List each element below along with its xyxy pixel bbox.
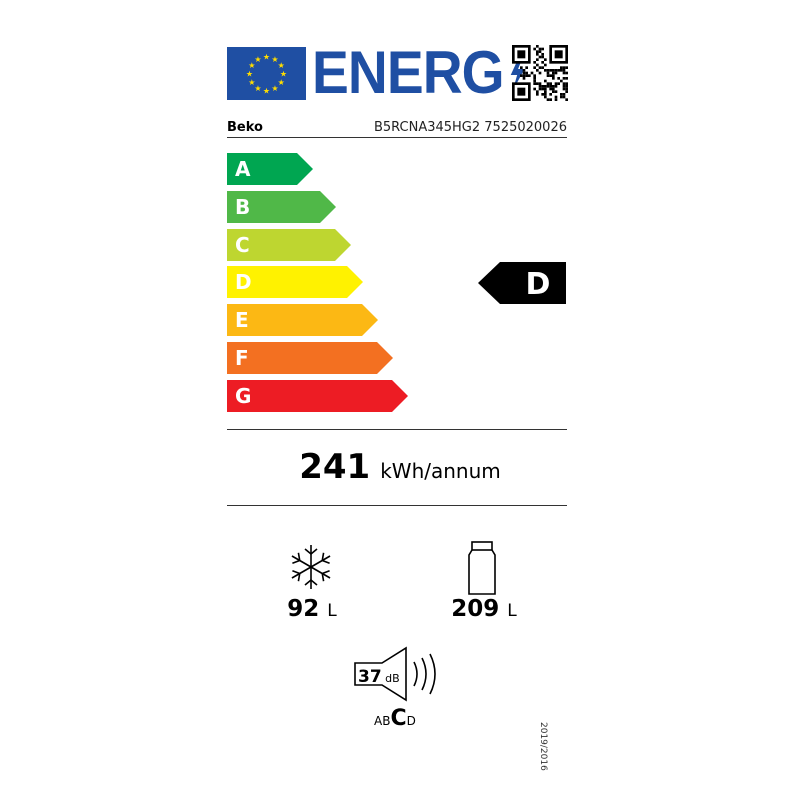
eu-flag-icon: ★ ★ ★ ★ ★ ★ ★ ★ ★ ★ ★ ★: [227, 47, 306, 100]
energy-title: ENERG: [312, 40, 528, 106]
regulation-number: 2019/2016: [538, 722, 548, 771]
consumption-unit: kWh/annum: [380, 459, 501, 483]
svg-text:★: ★: [280, 70, 287, 79]
energy-consumption: 241 kWh/annum: [0, 447, 800, 487]
svg-text:★: ★: [271, 55, 278, 64]
svg-text:★: ★: [254, 84, 261, 93]
energy-class-e: E: [227, 304, 378, 336]
svg-text:★: ★: [248, 78, 255, 87]
energy-class-b: B: [227, 191, 336, 223]
energy-class-c: C: [227, 229, 351, 261]
noise-class-a: A: [374, 714, 383, 728]
speaker-icon: [354, 646, 436, 702]
divider: [227, 137, 567, 138]
noise-class-scale: ABCD: [374, 706, 416, 731]
snowflake-icon: [291, 545, 331, 589]
svg-text:★: ★: [248, 61, 255, 70]
qr-code-icon: [512, 45, 568, 101]
svg-text:★: ★: [278, 61, 285, 70]
noise-level: 37 dB: [358, 667, 400, 687]
rating-indicator: D: [478, 262, 566, 304]
energy-class-d: D: [227, 266, 363, 298]
divider: [227, 505, 567, 506]
svg-text:★: ★: [271, 84, 278, 93]
rating-letter: D: [526, 267, 551, 302]
svg-text:★: ★: [263, 53, 270, 62]
energy-class-a: A: [227, 153, 313, 185]
noise-class-c: C: [390, 706, 407, 731]
noise-class-b: B: [382, 714, 391, 728]
divider: [227, 429, 567, 430]
fridge-volume: 209 L: [451, 596, 517, 622]
noise-class-d: D: [406, 714, 416, 728]
svg-text:★: ★: [278, 78, 285, 87]
lightning-icon: [511, 55, 525, 91]
bottle-icon: [468, 541, 496, 595]
consumption-value: 241: [299, 447, 371, 487]
energy-class-g: G: [227, 380, 408, 412]
model-identifier: B5RCNA345HG2 7525020026: [373, 120, 567, 135]
svg-text:★: ★: [254, 55, 261, 64]
freezer-volume: 92 L: [287, 596, 337, 622]
energy-class-f: F: [227, 342, 393, 374]
supplier-name: Beko: [227, 120, 263, 135]
svg-text:★: ★: [246, 70, 253, 79]
svg-text:★: ★: [263, 87, 270, 96]
